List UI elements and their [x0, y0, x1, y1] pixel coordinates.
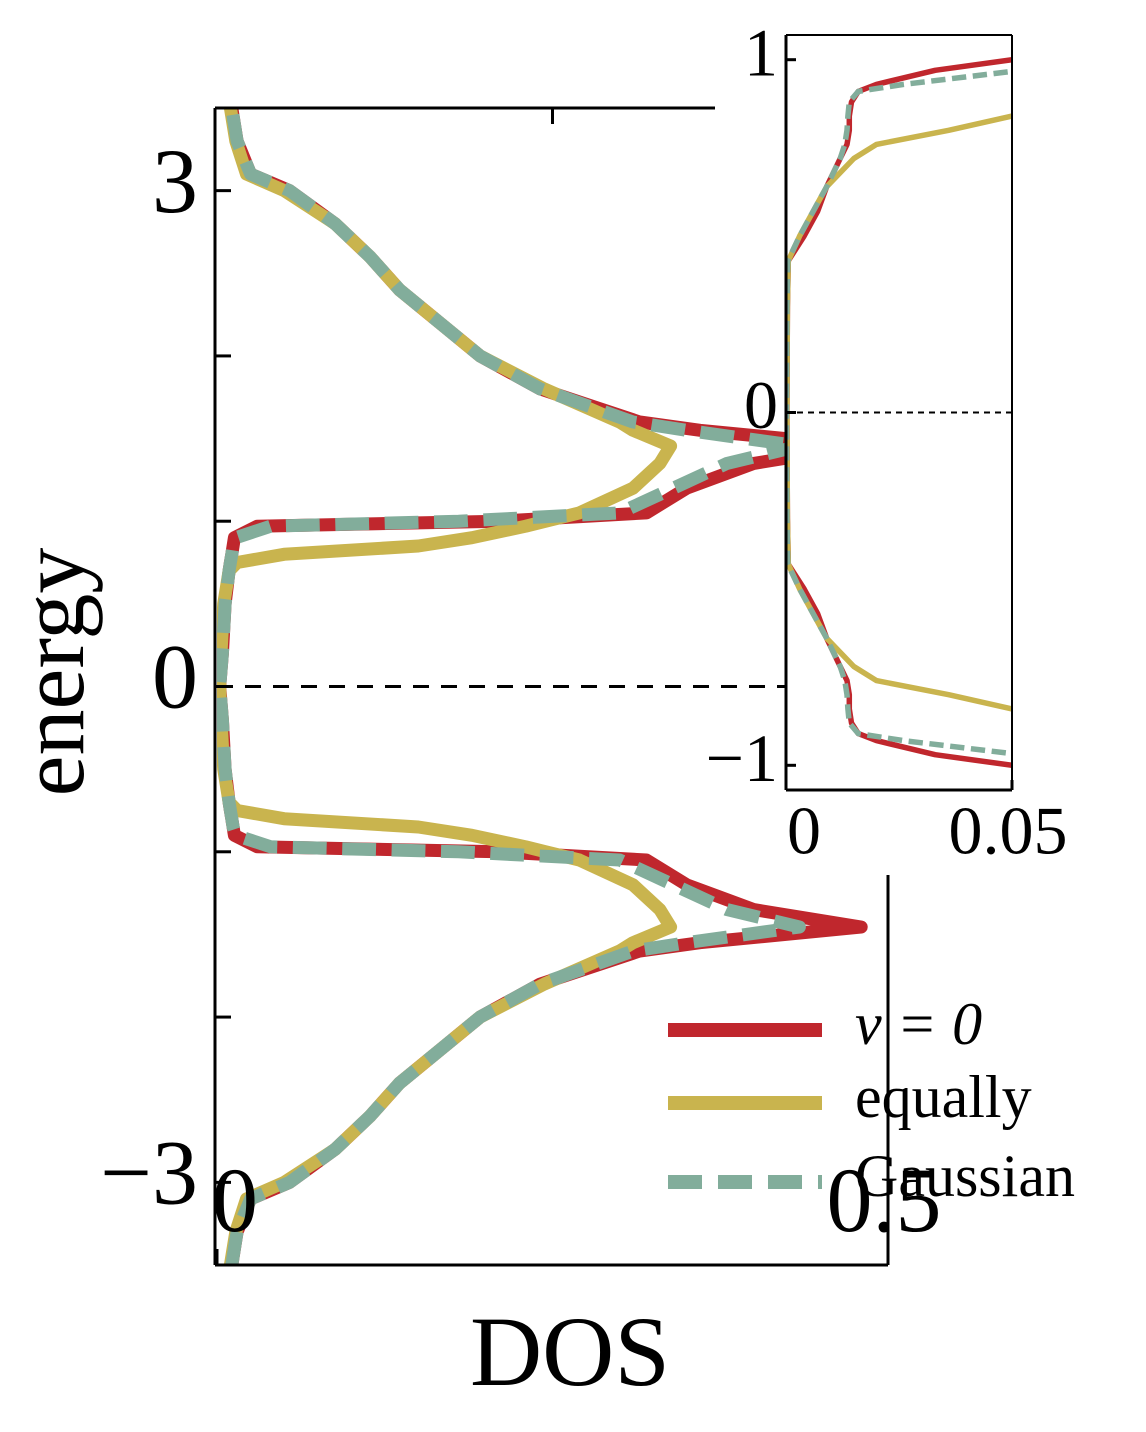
y-tick-label: 3 — [152, 130, 198, 232]
legend-label: Gaussian — [855, 1143, 1075, 1209]
x-tick-label: 0.05 — [949, 793, 1068, 869]
y-tick-label: 0 — [152, 626, 198, 728]
y-axis-label: energy — [1, 548, 103, 797]
y-tick-label: −1 — [706, 720, 778, 796]
x-tick-label: 0 — [787, 793, 821, 869]
y-tick-label: 1 — [744, 14, 778, 90]
x-axis-label: DOS — [470, 1296, 670, 1407]
x-tick-label: 0.5 — [827, 1149, 942, 1251]
legend-label: equally — [855, 1064, 1032, 1130]
y-tick-label: −3 — [100, 1121, 198, 1223]
x-tick-label: 0 — [212, 1149, 258, 1251]
legend-label: ν = 0 — [855, 991, 982, 1057]
y-tick-label: 0 — [744, 367, 778, 443]
